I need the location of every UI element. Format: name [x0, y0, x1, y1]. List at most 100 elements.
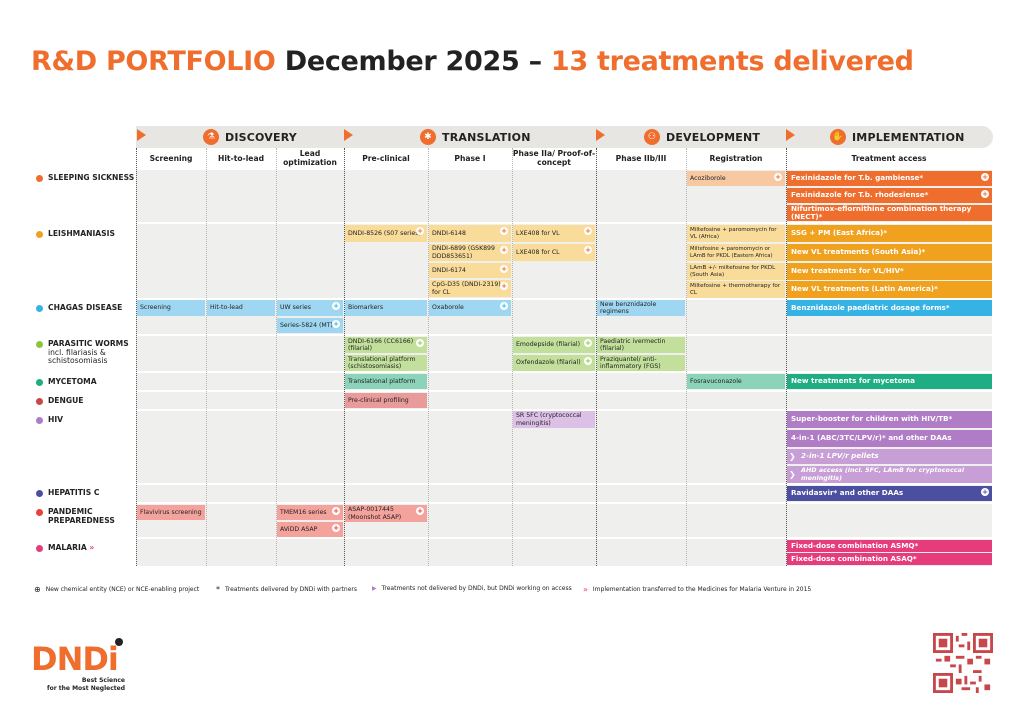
- treatment-cell: New treatments for VL/HIV*: [787, 263, 992, 280]
- treatment-cell: New VL treatments (South Asia)*: [787, 244, 992, 261]
- project-cell: Acoziborole +: [687, 171, 785, 186]
- legend-label: Implementation transferred to the Medici…: [592, 586, 812, 593]
- handshake-icon: ✋: [830, 129, 846, 145]
- project-cell: Miltefosine + paromomycin for VL (Africa…: [687, 225, 785, 242]
- phase-arrow-icon: [137, 129, 146, 141]
- nce-plus-icon: +: [500, 246, 508, 254]
- stage-header: Screening: [149, 153, 193, 163]
- project-cell: DNDI-6148 +: [429, 225, 511, 242]
- treatment-cell: 4-in-1 (ABC/3TC/LPV/r)* and other DAAs: [787, 430, 992, 447]
- nce-plus-icon: +: [332, 320, 340, 328]
- people-icon: ⚇: [644, 129, 660, 145]
- qr-code-icon[interactable]: [933, 633, 993, 693]
- treatment-cell: New VL treatments (Latin America)*: [787, 281, 992, 298]
- cell-label: UW series: [280, 304, 311, 312]
- cell-label: Hit-to-lead: [210, 304, 243, 312]
- dot-icon: [36, 490, 43, 497]
- project-cell: Praziquantel/ anti-inflammatory (FGS): [597, 355, 685, 371]
- project-cell: Fosravuconazole: [687, 374, 785, 389]
- treatment-cell: Fixed-dose combination ASMQ*: [787, 540, 992, 552]
- project-cell: Biomarkers: [345, 300, 427, 316]
- dot-icon: [36, 175, 43, 182]
- dot-icon: [36, 341, 43, 348]
- cell-label: SR 5FC (cryptococcal meningitis): [516, 412, 582, 427]
- project-cell: Oxfendazole (filarial) +: [513, 355, 595, 371]
- dot-icon: [36, 231, 43, 238]
- cell-label: Super-booster for children with HIV/TB*: [791, 414, 953, 424]
- cell-label: Benznidazole paediatric dosage forms*: [791, 302, 950, 312]
- project-cell: ASAP-0017445 (Moonshot ASAP) +: [345, 505, 427, 522]
- cell-label: 2-in-1 LPV/r pellets: [801, 451, 879, 461]
- title-part3: 13 treatments delivered: [550, 46, 914, 77]
- legend-item: ⊕ New chemical entity (NCE) or NCE-enabli…: [34, 585, 199, 594]
- dot-icon: [36, 417, 43, 424]
- stage-header: Hit-to-lead: [217, 153, 265, 163]
- project-cell: DNDI-8526 (S07 series) +: [345, 225, 427, 242]
- title-part1: R&D PORTFOLIO: [31, 46, 276, 77]
- cell-label: Flavivirus screening: [140, 508, 202, 516]
- cell-label: Miltefosine + thermotherapy for CL: [690, 282, 781, 296]
- cell-label: Fixed-dose combination ASMQ*: [791, 540, 919, 550]
- nce-plus-icon: +: [332, 507, 340, 515]
- stage-header: Pre-clinical: [362, 153, 410, 163]
- gridline: [512, 148, 513, 566]
- treatment-cell: Super-booster for children with HIV/TB*: [787, 411, 992, 428]
- phase-translation: ✱ TRANSLATION: [420, 126, 531, 148]
- project-cell: Series-5824 (MT) +: [277, 318, 343, 333]
- project-cell: TMEM16 series +: [277, 505, 343, 520]
- treatment-cell: SSG + PM (East Africa)*: [787, 225, 992, 242]
- cell-label: DNDI-6166 (CC6166) (filarial): [348, 337, 414, 352]
- cell-label: Paediatric ivermectin (filarial): [600, 337, 666, 352]
- cell-label: 4-in-1 (ABC/3TC/LPV/r)* and other DAAs: [791, 433, 952, 443]
- logo-text: [115, 638, 123, 646]
- cell-label: New VL treatments (Latin America)*: [791, 284, 938, 294]
- transfer-icon: »: [89, 543, 95, 552]
- cell-label: New VL treatments (South Asia)*: [791, 247, 926, 257]
- treatment-cell: Fexinidazole for T.b. rhodesiense* +: [787, 188, 992, 203]
- cell-label: Ravidasvir* and other DAAs: [791, 488, 904, 498]
- project-cell: Miltefosine + paromomycin or LAmB for PK…: [687, 244, 785, 261]
- nce-plus-icon: +: [584, 357, 592, 365]
- project-cell: UW series +: [277, 300, 343, 316]
- cell-label: SSG + PM (East Africa)*: [791, 228, 887, 238]
- project-cell: SR 5FC (cryptococcal meningitis): [513, 411, 595, 428]
- double-chevron-icon: »: [583, 585, 588, 594]
- cell-label: LAmB +/- miltefosine for PKDL (South Asi…: [690, 264, 776, 278]
- cell-label: LXE408 for CL: [516, 248, 560, 256]
- cell-label: Series-5824 (MT): [280, 321, 333, 329]
- molecule-icon: ✱: [420, 129, 436, 145]
- project-cell: Screening: [137, 300, 205, 316]
- cell-label: DNDI-8526 (S07 series): [348, 229, 421, 237]
- cell-label: Fexinidazole for T.b. rhodesiense*: [791, 190, 929, 200]
- dot-icon: [36, 509, 43, 516]
- nce-plus-icon: +: [500, 265, 508, 273]
- nce-plus-icon: +: [416, 227, 424, 235]
- cell-label: Miltefosine + paromomycin for VL (Africa…: [690, 226, 777, 240]
- cell-label: DNDI-6148: [432, 229, 466, 237]
- nce-plus-icon: +: [584, 246, 592, 254]
- dndi-logo: DNDi: [31, 638, 123, 678]
- dot-icon: [36, 398, 43, 405]
- project-cell: Translational platform: [345, 374, 427, 389]
- phase-arrow-icon: [596, 129, 605, 141]
- project-cell: Flavivirus screening: [137, 505, 205, 520]
- nce-plus-icon: +: [981, 190, 989, 198]
- nce-plus-icon: +: [584, 227, 592, 235]
- phase-discovery: ⚗ DISCOVERY: [203, 126, 297, 148]
- cell-label: New treatments for mycetoma: [791, 376, 916, 386]
- project-cell: Pre-clinical profiling: [345, 393, 427, 408]
- nce-plus-icon: +: [416, 507, 424, 515]
- stage-header: Phase IIa/ Proof-of-concept: [512, 149, 596, 167]
- stage-header: Phase I: [454, 153, 486, 163]
- project-cell: New benznidazole regimens: [597, 300, 685, 316]
- nce-plus-icon: +: [332, 302, 340, 310]
- project-cell: Miltefosine + thermotherapy for CL: [687, 281, 785, 298]
- legend-label: Treatments not delivered by DNDi, but DN…: [381, 585, 572, 592]
- cell-label: Pre-clinical profiling: [348, 396, 409, 404]
- stage-header: Registration: [709, 153, 763, 163]
- treatment-cell: 2-in-1 LPV/r pellets: [787, 449, 992, 464]
- phase-development: ⚇ DEVELOPMENT: [644, 126, 760, 148]
- cell-label: Fexinidazole for T.b. gambiense*: [791, 173, 924, 183]
- project-cell: LXE408 for CL +: [513, 244, 595, 261]
- cell-label: CpG-D35 (DNDI-2319) for CL: [432, 281, 501, 296]
